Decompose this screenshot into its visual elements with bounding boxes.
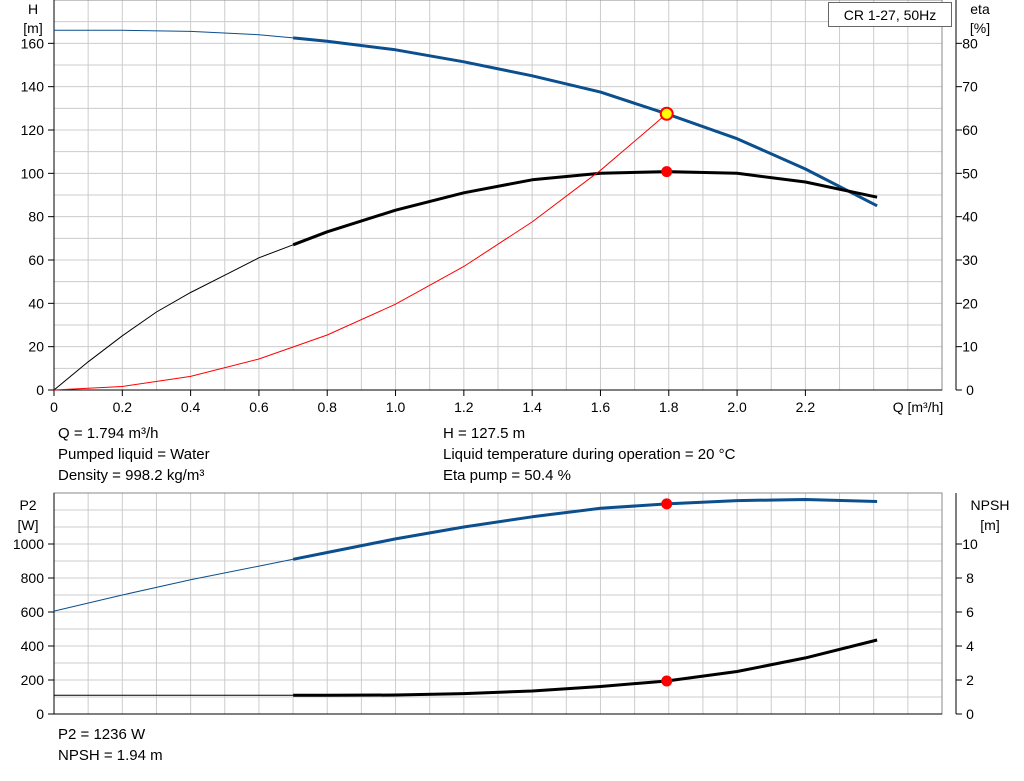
bottom-left-tick-label: 600 (21, 604, 45, 620)
top-right-tick-label: 60 (962, 122, 978, 138)
top-right-tick-label: 50 (962, 165, 978, 181)
x-tick-label: 1.8 (659, 399, 679, 415)
top-right-tick-label: 30 (962, 252, 978, 268)
right-axis-title: eta (970, 1, 990, 17)
chart-legend: CR 1-27, 50Hz (828, 2, 952, 27)
x-tick-label: 1.6 (591, 399, 611, 415)
bottom-right-tick-label: 0 (966, 706, 974, 722)
bottom-grid (53, 492, 943, 715)
bottom-left-tick-label: 800 (21, 570, 45, 586)
npsh-axis-title: NPSH (971, 497, 1010, 513)
bottom-left-tick-label: 200 (21, 672, 45, 688)
top-series-0-thin (54, 29, 294, 39)
right-axis-unit: [%] (970, 20, 990, 36)
top-right-tick-label: 70 (962, 79, 978, 95)
x-tick-label: 2.2 (796, 399, 816, 415)
top-left-tick-label: 100 (21, 165, 45, 181)
eta-readout: Eta pump = 50.4 % (443, 467, 571, 484)
power-readout: P2 = 1236 W (58, 726, 146, 743)
info-bottom: P2 = 1236 W NPSH = 1.94 m (58, 724, 163, 766)
x-tick-label: 0.4 (181, 399, 201, 415)
left-axis-unit: [m] (23, 20, 42, 36)
top-series-1 (292, 170, 878, 247)
top-series-2-thin (53, 113, 668, 391)
bottom-right-tick-label: 2 (966, 672, 974, 688)
top-left-tick-label: 160 (21, 35, 45, 51)
left-axis-title: H (28, 1, 38, 17)
bottom-left-tick-label: 0 (36, 706, 44, 722)
chart-marks: 02040608010012014016001020304050607080H[… (13, 0, 1010, 722)
flow-readout: Q = 1.794 m³/h (58, 425, 159, 442)
p2-axis-unit: [W] (18, 517, 39, 533)
bottom-right-tick-label: 6 (966, 604, 974, 620)
bottom-series-1 (293, 638, 878, 697)
top-right-tick-label: 10 (962, 339, 978, 355)
x-tick-label: 1.4 (522, 399, 542, 415)
p2-axis-title: P2 (19, 497, 36, 513)
bottom-duty-point-0 (661, 498, 673, 510)
density-readout: Density = 998.2 kg/m³ (58, 467, 205, 484)
top-right-tick-label: 40 (962, 209, 978, 225)
x-axis-title: Q [m³/h] (893, 399, 944, 415)
top-left-tick-label: 80 (28, 209, 44, 225)
top-right-tick-label: 80 (962, 35, 978, 51)
x-tick-label: 0.6 (249, 399, 269, 415)
bottom-left-tick-label: 1000 (13, 536, 44, 552)
top-left-tick-label: 140 (21, 79, 45, 95)
bottom-left-tick-label: 400 (21, 638, 45, 654)
temperature-readout: Liquid temperature during operation = 20… (443, 446, 736, 463)
top-grid (53, 0, 943, 391)
liquid-readout: Pumped liquid = Water (58, 446, 210, 463)
x-tick-label: 0.8 (317, 399, 337, 415)
head-readout: H = 127.5 m (443, 425, 526, 442)
x-tick-label: 1.2 (454, 399, 474, 415)
bottom-series-0 (292, 498, 878, 561)
npsh-axis-unit: [m] (980, 517, 999, 533)
bottom-right-tick-label: 8 (966, 570, 974, 586)
top-series-1-thin (53, 244, 294, 391)
top-left-tick-label: 60 (28, 252, 44, 268)
top-duty-point-1 (661, 166, 673, 178)
bottom-right-tick-label: 4 (966, 638, 974, 654)
top-duty-point-head (659, 106, 674, 121)
bottom-right-tick-label: 10 (962, 536, 978, 552)
info-top-left: Q = 1.794 m³/h Pumped liquid = Water Den… (58, 423, 210, 486)
top-left-tick-label: 120 (21, 122, 45, 138)
bottom-duty-point-1 (661, 675, 673, 687)
top-left-tick-label: 20 (28, 339, 44, 355)
top-series-0 (292, 36, 878, 208)
info-top-right: H = 127.5 m Liquid temperature during op… (443, 423, 735, 486)
x-tick-label: 1.0 (386, 399, 406, 415)
top-left-tick-label: 40 (28, 295, 44, 311)
npsh-readout: NPSH = 1.94 m (58, 747, 163, 764)
top-right-tick-label: 0 (966, 382, 974, 398)
x-tick-label: 0 (50, 399, 58, 415)
top-left-tick-label: 0 (36, 382, 44, 398)
x-tick-label: 2.0 (727, 399, 747, 415)
x-tick-label: 0.2 (113, 399, 133, 415)
bottom-series-0-thin (53, 558, 294, 612)
top-right-tick-label: 20 (962, 295, 978, 311)
